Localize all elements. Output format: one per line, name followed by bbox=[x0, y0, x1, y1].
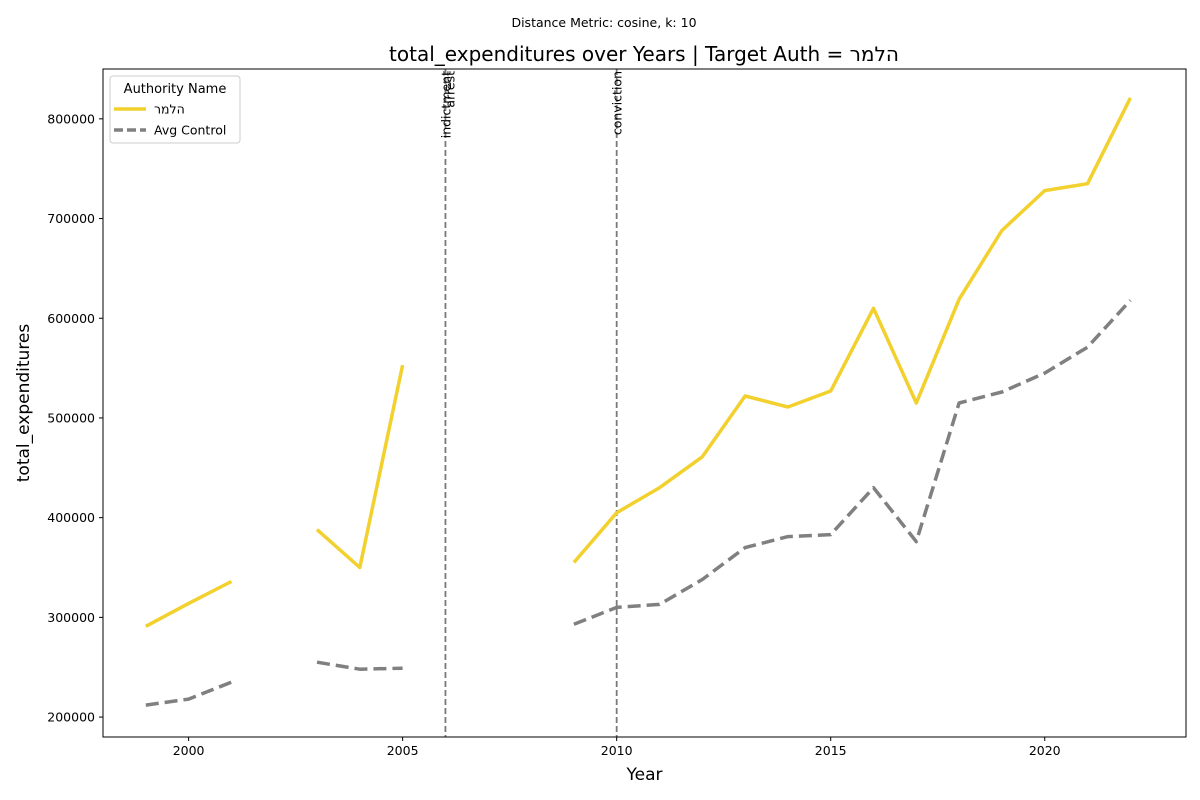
chart-title: total_expenditures over Years | Target A… bbox=[389, 42, 899, 66]
y-axis-label: total_expenditures bbox=[14, 324, 34, 483]
x-axis-label: Year bbox=[626, 765, 663, 785]
plot-frame bbox=[102, 68, 1187, 738]
y-axis: 200000 300000 400000 500000 600000 700000 8000… bbox=[47, 111, 103, 725]
y-tick-label: 600000 bbox=[47, 311, 95, 326]
series-line bbox=[572, 97, 1132, 564]
event-label: arrest bbox=[442, 71, 457, 108]
series-line bbox=[145, 680, 233, 707]
x-tick-label: 2005 bbox=[387, 743, 419, 758]
x-tick-label: 2010 bbox=[601, 743, 633, 758]
y-tick-label: 200000 bbox=[47, 710, 95, 725]
series-line bbox=[316, 660, 403, 671]
y-tick-label: 300000 bbox=[47, 610, 95, 625]
legend: Authority Name הלמר Avg Control bbox=[109, 75, 241, 144]
series-line bbox=[315, 364, 405, 570]
y-tick-label: 800000 bbox=[47, 111, 95, 126]
y-tick-label: 700000 bbox=[47, 211, 95, 226]
chart-suptitle: Distance Metric: cosine, k: 10 bbox=[511, 15, 696, 30]
event-label: indictment bbox=[438, 71, 453, 138]
y-tick-label: 500000 bbox=[47, 410, 95, 425]
series-line bbox=[144, 579, 233, 628]
x-axis: 2000 2005 2010 2015 2020 bbox=[173, 737, 1061, 758]
legend-entry-label: Avg Control bbox=[154, 123, 226, 138]
x-tick-label: 2000 bbox=[173, 743, 205, 758]
legend-box bbox=[109, 75, 241, 144]
legend-entry-label: הלמר bbox=[154, 102, 185, 117]
legend-title: Authority Name bbox=[124, 82, 227, 97]
x-tick-label: 2020 bbox=[1029, 743, 1061, 758]
series-line bbox=[573, 299, 1132, 626]
x-tick-label: 2015 bbox=[815, 743, 847, 758]
y-tick-label: 400000 bbox=[47, 510, 95, 525]
event-label: conviction bbox=[610, 71, 625, 135]
